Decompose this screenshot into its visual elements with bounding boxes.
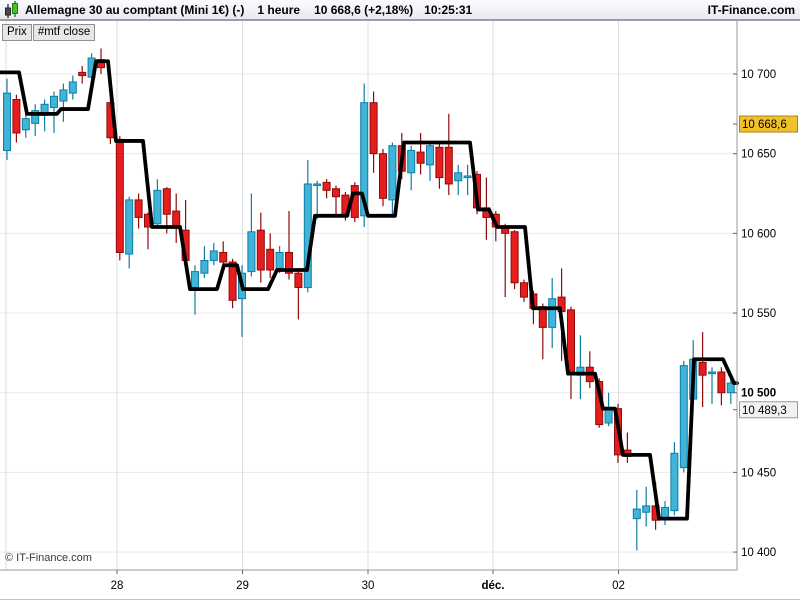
- candle-body: [191, 271, 199, 289]
- candle-body: [322, 181, 331, 191]
- candle-body: [21, 118, 30, 131]
- current-price-label: 10 668,6: [742, 119, 787, 131]
- mtf-close-price-label-box: [739, 401, 798, 419]
- candle-body: [59, 89, 68, 102]
- candle-body: [200, 259, 209, 274]
- candlestick-logo-icon: [5, 1, 18, 18]
- mtf-close-price-label: 10 489,3: [742, 405, 787, 417]
- candle-body: [407, 149, 416, 174]
- x-axis-label: 30: [362, 580, 375, 592]
- x-axis-label: 29: [236, 580, 249, 592]
- candle-body: [726, 382, 735, 394]
- candle-body: [548, 298, 557, 328]
- candle-body: [510, 231, 519, 284]
- copyright-watermark: © IT-Finance.com: [5, 552, 92, 564]
- candle-body: [426, 145, 434, 166]
- candle-body: [416, 151, 425, 164]
- candle-body: [520, 282, 528, 298]
- candle-body: [369, 102, 378, 155]
- candle-body: [632, 508, 641, 520]
- candle-body: [162, 188, 171, 215]
- candle-body: [670, 452, 679, 512]
- candle-body: [708, 371, 716, 375]
- y-axis-label: 10 400: [741, 547, 776, 559]
- indicator-tab-bar: Prix #mtf close: [2, 24, 96, 41]
- candle-body: [247, 231, 256, 273]
- candle-body: [228, 261, 237, 301]
- candle-body: [642, 505, 651, 513]
- candle-body: [698, 361, 707, 376]
- candle-body: [379, 153, 387, 199]
- y-axis-label: 10 600: [741, 228, 776, 240]
- candle-body: [717, 371, 726, 394]
- candle-body: [454, 172, 463, 182]
- y-axis-label: 10 700: [741, 69, 776, 81]
- candle-body: [360, 102, 369, 217]
- candle-body: [294, 272, 303, 289]
- last-price-and-change: 10 668,6 (+2,18%): [314, 2, 414, 17]
- x-axis-label: 28: [111, 580, 124, 592]
- y-axis-label: 10 450: [741, 467, 776, 479]
- candle-body: [31, 110, 40, 124]
- candle-body: [172, 210, 181, 226]
- candle-body: [256, 229, 265, 271]
- y-axis-label: 10 500: [741, 388, 776, 400]
- candle-body: [332, 188, 340, 198]
- candle-body: [435, 146, 444, 179]
- candle-body: [313, 183, 322, 187]
- candle-body: [679, 365, 688, 469]
- candle-body: [50, 95, 58, 108]
- brand-label: IT-Finance.com: [707, 2, 795, 17]
- timeframe-label: 1 heure: [257, 2, 301, 17]
- candle-body: [68, 81, 77, 94]
- tab-mtf-close[interactable]: #mtf close: [32, 24, 96, 41]
- x-axis-label: 02: [612, 580, 625, 592]
- quote-time: 10:25:31: [424, 2, 473, 17]
- mtf-close-step-line: [0, 59, 739, 521]
- candle-body: [115, 138, 124, 253]
- candle-body: [3, 92, 11, 151]
- candle-body: [12, 98, 21, 134]
- candle-body: [275, 251, 284, 269]
- candle-body: [78, 71, 87, 77]
- candle-body: [219, 251, 228, 263]
- candle-body: [444, 146, 453, 185]
- candle-body: [285, 251, 293, 274]
- y-axis-label: 10 650: [741, 149, 776, 161]
- candle-body: [604, 408, 613, 424]
- instrument-title: Allemagne 30 au comptant (Mini 1€) (-): [25, 2, 245, 17]
- candle-body: [209, 250, 218, 261]
- x-axis-label: déc.: [481, 580, 504, 592]
- candle-body: [463, 175, 472, 179]
- chart-header: Allemagne 30 au comptant (Mini 1€) (-) 1…: [0, 0, 800, 21]
- candle-body: [134, 199, 143, 218]
- candle-body: [388, 145, 397, 201]
- candle-body: [153, 189, 162, 225]
- candle-body: [125, 199, 134, 255]
- tab-prix[interactable]: Prix: [2, 24, 32, 41]
- candle-body: [266, 248, 275, 271]
- current-price-label-box: [739, 115, 798, 133]
- y-axis-label: 10 550: [741, 308, 776, 320]
